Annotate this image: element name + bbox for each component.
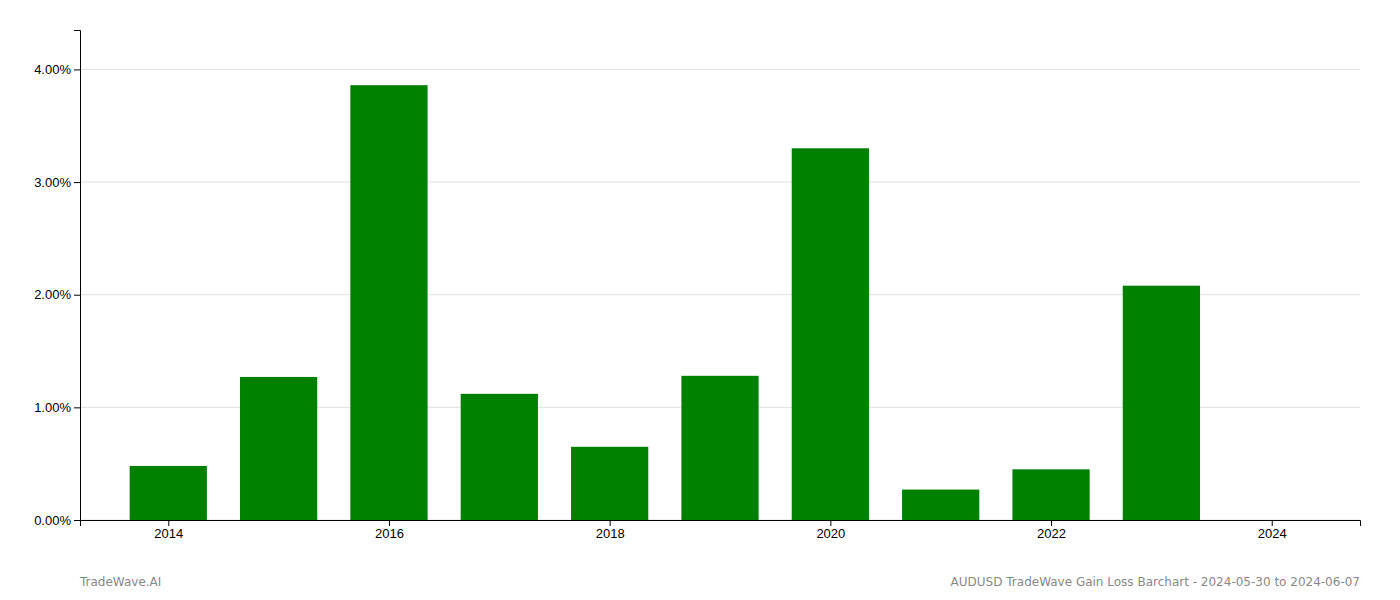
y-tick: 0.00%	[34, 513, 80, 528]
bar	[240, 377, 317, 520]
chart-svg: 0.00% 1.00% 2.00% 3.00% 4.00% 2014 2016 2018 202…	[0, 0, 1400, 600]
y-tick-mark	[74, 407, 80, 408]
bar	[792, 148, 869, 520]
bar	[571, 447, 648, 520]
y-tick-label: 3.00%	[34, 175, 71, 190]
plot: 0.00% 1.00% 2.00% 3.00% 4.00% 2014 2016 2018 202…	[34, 31, 1360, 542]
x-tick-mark	[610, 520, 611, 526]
x-tick-mark	[1051, 520, 1052, 526]
x-tick: 2022	[1037, 520, 1066, 541]
y-tick: 3.00%	[34, 175, 80, 190]
y-tick-label: 2.00%	[34, 287, 71, 302]
y-tick-label: 0.00%	[34, 513, 71, 528]
x-tick-label: 2020	[816, 526, 845, 541]
bar	[130, 466, 207, 520]
x-tick-mark	[389, 520, 390, 526]
x-tick-mark	[830, 520, 831, 526]
x-tick: 2018	[596, 520, 625, 541]
y-axis-line	[74, 31, 81, 521]
x-tick-label: 2018	[596, 526, 625, 541]
x-tick: 2016	[375, 520, 404, 541]
x-tick-label: 2022	[1037, 526, 1066, 541]
bar	[350, 85, 427, 520]
y-tick-label: 4.00%	[34, 62, 71, 77]
x-tick: 2020	[816, 520, 845, 541]
y-axis: 0.00% 1.00% 2.00% 3.00% 4.00%	[34, 31, 80, 528]
bar	[902, 490, 979, 520]
x-tick-label: 2024	[1258, 526, 1287, 541]
y-tick: 4.00%	[34, 62, 80, 77]
grid-line	[80, 182, 1360, 183]
bar	[461, 394, 538, 520]
y-tick-mark	[74, 182, 80, 183]
x-tick: 2024	[1258, 520, 1287, 541]
bars	[130, 85, 1200, 520]
grid-line	[80, 69, 1360, 70]
annotations: TradeWave.AI AUDUSD TradeWave Gain Loss B…	[79, 575, 1360, 589]
y-tick-mark	[74, 520, 80, 521]
x-tick-label: 2014	[154, 526, 183, 541]
x-tick-mark	[168, 520, 169, 526]
y-tick: 2.00%	[34, 287, 80, 302]
bar	[1123, 286, 1200, 520]
x-axis-line	[81, 521, 1361, 527]
footer-text: AUDUSD TradeWave Gain Loss Barchart - 20…	[951, 575, 1360, 589]
x-tick-label: 2016	[375, 526, 404, 541]
y-tick-mark	[74, 295, 80, 296]
bar	[1012, 469, 1089, 520]
grid	[80, 69, 1360, 520]
y-tick-label: 1.00%	[34, 400, 71, 415]
x-tick: 2014	[154, 520, 183, 541]
y-tick-mark	[74, 69, 80, 70]
x-axis: 2014 2016 2018 2020 2022 2024	[81, 520, 1361, 541]
y-tick: 1.00%	[34, 400, 80, 415]
footer-text: TradeWave.AI	[79, 575, 161, 589]
x-tick-mark	[1272, 520, 1273, 526]
bar	[681, 376, 758, 520]
